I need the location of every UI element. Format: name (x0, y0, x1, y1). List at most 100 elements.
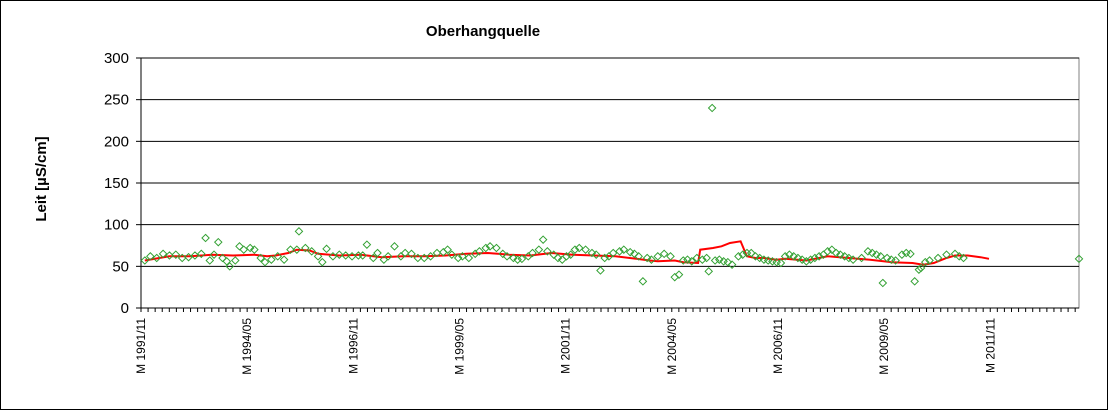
x-tick-label: M 1994/05 (240, 318, 254, 375)
data-point-marker (513, 255, 522, 264)
data-point-marker (368, 253, 378, 263)
data-point-marker (196, 249, 206, 259)
y-axis-ticks: 0 50 100 150 200 250 300 (104, 50, 142, 317)
data-point-marker (140, 256, 150, 265)
data-point-marker (1074, 254, 1084, 264)
data-point-marker (802, 257, 811, 266)
x-tick-label: M 1996/11 (346, 318, 360, 374)
data-point-marker (647, 255, 656, 264)
x-tick-label: M 1999/05 (452, 318, 466, 375)
data-point-marker (158, 249, 168, 259)
data-point-marker (171, 250, 181, 259)
x-tick-label: M 2009/05 (877, 318, 891, 375)
data-point-marker (485, 242, 495, 251)
data-point-marker (727, 260, 737, 269)
data-point-marker (553, 253, 563, 263)
data-point-marker (950, 249, 960, 259)
data-point-marker (698, 255, 707, 264)
data-point-marker (543, 247, 552, 256)
data-point-marker (517, 254, 527, 264)
data-point-marker (615, 247, 624, 256)
data-point-marker (591, 250, 601, 259)
data-point-marker (419, 253, 429, 263)
x-tick-label: M 2004/05 (665, 318, 679, 375)
x-tick-label: M 1991/11 (134, 318, 148, 374)
data-point-marker (294, 227, 304, 236)
data-point-marker (146, 252, 155, 261)
data-point-marker (704, 267, 714, 276)
data-point-marker (549, 250, 559, 259)
data-point-marker (152, 253, 162, 263)
data-point-marker (292, 245, 302, 254)
data-point-marker (432, 248, 442, 258)
data-point-marker (222, 257, 232, 266)
data-point-marker (184, 252, 193, 262)
data-point-marker (481, 243, 491, 253)
data-point-marker (702, 253, 711, 263)
data-point-marker (362, 240, 372, 249)
data-point-marker (797, 255, 807, 264)
data-point-marker (827, 245, 837, 254)
y-axis-label: Leit [µS/cm] (33, 136, 50, 221)
data-point-marker (653, 252, 663, 261)
data-point-marker (600, 253, 609, 263)
data-point-marker (878, 278, 888, 288)
y-tick-label: 300 (104, 50, 129, 67)
data-point-marker (674, 270, 684, 279)
data-point-marker (400, 248, 410, 258)
data-point-marker (528, 248, 537, 258)
y-tick-label: 250 (104, 92, 129, 109)
data-point-marker (225, 262, 235, 271)
data-markers (140, 103, 1084, 288)
data-point-marker (318, 257, 327, 267)
data-point-marker (534, 245, 544, 254)
data-point-marker (785, 250, 794, 259)
data-point-marker (910, 277, 919, 286)
data-point-marker (213, 237, 223, 247)
data-point-marker (857, 253, 866, 263)
data-point-marker (562, 252, 571, 261)
y-tick-label: 150 (104, 175, 129, 192)
data-point-marker (587, 248, 597, 258)
data-point-marker (734, 252, 743, 261)
data-point-marker (793, 253, 803, 263)
data-point-marker (608, 248, 618, 258)
data-point-marker (707, 103, 717, 113)
data-point-marker (301, 243, 310, 253)
data-point-marker (933, 253, 943, 263)
data-point-marker (678, 256, 688, 265)
data-point-marker (863, 247, 873, 256)
data-point-marker (810, 253, 820, 263)
data-point-marker (256, 253, 266, 263)
x-tick-label: M 2001/11 (559, 318, 573, 374)
data-point-marker (692, 253, 702, 263)
data-point-marker (328, 252, 338, 261)
data-point-marker (239, 245, 249, 254)
data-point-marker (498, 249, 508, 259)
data-point-marker (502, 252, 512, 261)
data-point-marker (574, 243, 584, 253)
data-point-marker (746, 248, 756, 258)
data-point-marker (426, 252, 435, 261)
chart-title: Oberhangquelle (426, 23, 540, 40)
data-point-marker (267, 255, 276, 264)
data-point-marker (954, 252, 964, 261)
data-point-marker (250, 245, 259, 254)
data-point-marker (260, 257, 270, 267)
y-tick-label: 200 (104, 133, 129, 150)
data-point-marker (814, 252, 824, 261)
x-tick-label: M 2011/11 (983, 318, 997, 373)
data-point-marker (789, 252, 798, 261)
data-point-marker (322, 244, 331, 254)
data-point-marker (245, 243, 255, 253)
data-point-marker (347, 252, 357, 261)
data-point-marker (625, 247, 635, 257)
data-point-marker (570, 245, 580, 254)
data-point-marker (891, 256, 900, 265)
data-point-marker (313, 252, 323, 261)
y-tick-label: 0 (121, 300, 129, 317)
data-point-marker (642, 253, 652, 263)
data-point-marker (307, 247, 317, 256)
